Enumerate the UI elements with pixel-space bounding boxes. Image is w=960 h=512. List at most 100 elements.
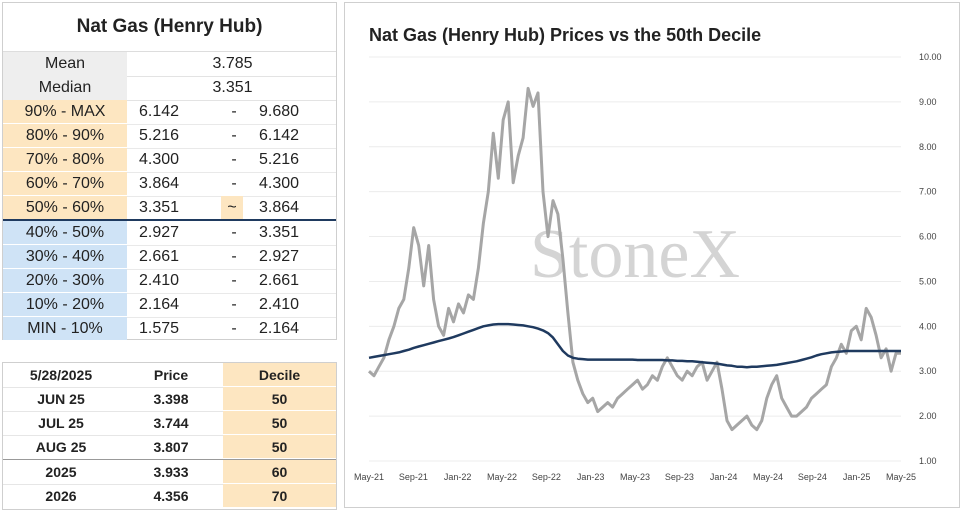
x-tick-label: Jan-25 (843, 472, 871, 482)
x-tick-label: Jan-24 (710, 472, 738, 482)
x-tick-label: May-22 (487, 472, 517, 482)
decile-series-line (368, 322, 901, 369)
decile-label: 60% - 70% (3, 172, 127, 195)
decile-row: 90% - MAX 6.142 - 9.680 (3, 100, 336, 125)
contract-row: 2025 3.933 60 (3, 460, 336, 485)
decile-row: 70% - 80% 4.300 - 5.216 (3, 148, 336, 173)
contract-name: JUN 25 (37, 391, 85, 407)
x-tick-label: Jan-22 (444, 472, 472, 482)
decile-row: 40% - 50% 2.927 - 3.351 (3, 221, 336, 246)
contract-row: AUG 25 3.807 50 (3, 435, 336, 460)
decile-high: 9.680 (259, 103, 300, 120)
decile-header: Decile (223, 363, 336, 386)
decile-label: 20% - 30% (3, 269, 127, 292)
mean-label: Mean (3, 52, 127, 76)
decile-low: 1.575 (139, 320, 180, 337)
y-tick-label: 3.00 (919, 366, 937, 376)
decile-table: Nat Gas (Henry Hub) Mean 3.785 Median 3.… (2, 2, 337, 340)
price-series-line (367, 86, 901, 432)
decile-high: 3.351 (259, 224, 300, 241)
contracts-table: 5/28/2025 Price Decile JUN 25 3.398 50 J… (2, 362, 337, 510)
contract-name: AUG 25 (35, 439, 87, 455)
decile-low: 2.661 (139, 248, 180, 265)
x-axis: May-21 Sep-21 Jan-22 May-22 Sep-22 Jan-23 May-… (354, 472, 916, 482)
decile-separator: - (231, 127, 237, 144)
decile-row: 10% - 20% 2.164 - 2.410 (3, 293, 336, 318)
decile-low: 5.216 (139, 127, 180, 144)
decile-label: MIN - 10% (3, 317, 127, 340)
chart-panel: Nat Gas (Henry Hub) Prices vs the 50th D… (344, 2, 960, 508)
x-tick-label: Sep-21 (399, 472, 428, 482)
decile-label: 80% - 90% (3, 124, 127, 147)
contracts-divider (3, 459, 336, 460)
contract-price: 3.807 (153, 439, 189, 455)
y-tick-label: 7.00 (919, 187, 937, 197)
decile-low: 2.410 (139, 272, 180, 289)
decile-separator: ~ (221, 196, 243, 219)
mean-value: 3.785 (212, 55, 253, 72)
decile-separator: - (231, 248, 237, 265)
decile-label: 50% - 60% (3, 196, 127, 219)
y-axis: 1.00 2.00 3.00 4.00 5.00 6.00 7.00 8.00 9.00 10.0… (919, 52, 942, 466)
contract-decile: 50 (223, 387, 336, 410)
decile-high: 3.864 (259, 199, 300, 216)
decile-separator: - (231, 151, 237, 168)
decile-high: 2.927 (259, 248, 300, 265)
decile-separator: - (231, 224, 237, 241)
decile-high: 2.661 (259, 272, 300, 289)
contract-price: 3.933 (153, 464, 189, 480)
decile-high: 2.164 (259, 320, 300, 337)
x-tick-label: Sep-24 (798, 472, 827, 482)
decile-separator: - (231, 175, 237, 192)
x-tick-label: May-24 (753, 472, 783, 482)
price-chart: Nat Gas (Henry Hub) Prices vs the 50th D… (354, 25, 942, 482)
y-tick-label: 8.00 (919, 142, 937, 152)
contract-row: JUN 25 3.398 50 (3, 387, 336, 412)
mean-row: Mean 3.785 (3, 52, 336, 77)
decile-label: 40% - 50% (3, 221, 127, 244)
y-tick-label: 2.00 (919, 411, 937, 421)
y-tick-label: 1.00 (919, 456, 937, 466)
decile-row: 20% - 30% 2.410 - 2.661 (3, 269, 336, 294)
decile-low: 3.864 (139, 175, 180, 192)
series (367, 86, 901, 432)
median-row: Median 3.351 (3, 76, 336, 101)
x-tick-label: May-21 (354, 472, 384, 482)
contract-decile: 50 (223, 435, 336, 458)
x-tick-label: Sep-23 (665, 472, 694, 482)
grid (369, 56, 901, 462)
decile-label: 90% - MAX (3, 100, 127, 123)
contract-name: JUL 25 (38, 415, 84, 431)
price-header: Price (153, 367, 189, 383)
contract-name: 2026 (45, 488, 77, 504)
date-header: 5/28/2025 (29, 367, 93, 383)
decile-label: 30% - 40% (3, 245, 127, 268)
decile-high: 6.142 (259, 127, 300, 144)
chart-title: Nat Gas (Henry Hub) Prices vs the 50th D… (369, 25, 761, 45)
decile-separator: - (231, 103, 237, 120)
contract-name: 2025 (45, 464, 77, 480)
decile-row-current: 50% - 60% 3.351 ~ 3.864 (3, 196, 336, 221)
x-tick-label: Sep-22 (532, 472, 561, 482)
decile-high: 4.300 (259, 175, 300, 192)
decile-low: 3.351 (139, 199, 180, 216)
decile-separator: - (231, 272, 237, 289)
x-tick-label: Jan-23 (577, 472, 605, 482)
median-label: Median (3, 76, 127, 100)
contract-price: 4.356 (153, 488, 189, 504)
decile-row: 30% - 40% 2.661 - 2.927 (3, 245, 336, 270)
x-tick-label: May-25 (886, 472, 916, 482)
decile-row: 80% - 90% 5.216 - 6.142 (3, 124, 336, 149)
y-tick-label: 9.00 (919, 97, 937, 107)
decile-low: 2.927 (139, 224, 180, 241)
decile-low: 6.142 (139, 103, 180, 120)
decile-high: 5.216 (259, 151, 300, 168)
contract-decile: 50 (223, 411, 336, 434)
decile-low: 4.300 (139, 151, 180, 168)
median-value: 3.351 (212, 79, 253, 96)
median-divider (3, 219, 336, 221)
decile-separator: - (231, 320, 237, 337)
decile-row: MIN - 10% 1.575 - 2.164 (3, 317, 336, 341)
decile-separator: - (231, 296, 237, 313)
contract-price: 3.744 (153, 415, 189, 431)
